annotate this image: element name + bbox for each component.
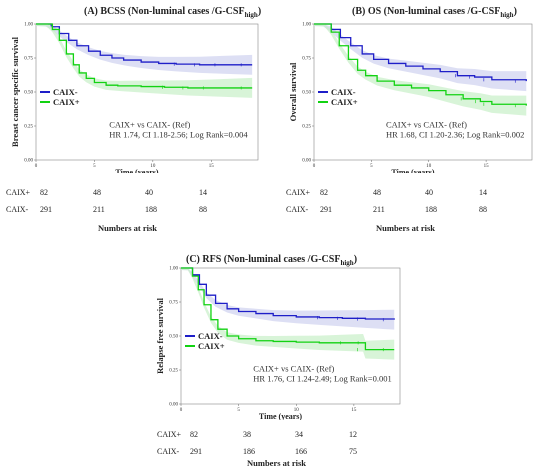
risk-value: 88 — [479, 205, 487, 214]
risk-value: 75 — [349, 447, 357, 456]
survival-curve-caixneg — [314, 23, 527, 82]
risk-value: 82 — [320, 188, 328, 197]
risk-value: 48 — [93, 188, 101, 197]
km-plot-c: 0.00 0.25 0.50 0.75 1.00 0 5 10 15 Relapse free s… — [155, 267, 401, 420]
y-tick-label: 0.00 — [169, 403, 178, 408]
x-tick-label: 5 — [370, 164, 373, 169]
x-tick-label: 0 — [180, 408, 183, 413]
x-tick-label: 15 — [351, 408, 357, 413]
y-tick-label: 0.00 — [302, 159, 311, 164]
x-tick-label: 10 — [426, 164, 432, 169]
x-tick-label: 0 — [35, 164, 38, 169]
ci-band-caixpos — [36, 24, 253, 98]
y-tick-label: 0.50 — [24, 91, 33, 96]
chart-title-b: (B) OS (Non-luminal cases /G-CSFhigh) — [352, 6, 517, 19]
x-tick-label: 5 — [237, 408, 240, 413]
risk-value: 188 — [425, 205, 437, 214]
y-tick-label: 1.00 — [302, 23, 311, 28]
km-plot-a: 0.00 0.25 0.50 0.75 1.00 0 5 10 15 Breast cancer … — [10, 23, 259, 173]
y-tick-label: 0.75 — [169, 301, 178, 306]
y-tick-label: 1.00 — [24, 23, 33, 28]
y-tick-label: 0.00 — [24, 159, 33, 164]
y-tick-label: 0.25 — [302, 125, 311, 130]
x-tick-label: 0 — [313, 164, 316, 169]
risk-value: 188 — [145, 205, 157, 214]
risk-value: 40 — [145, 188, 153, 197]
risk-value: 12 — [349, 430, 357, 439]
risk-value: 40 — [425, 188, 433, 197]
risk-value: 82 — [40, 188, 48, 197]
stats-annotation: HR 1.74, CI 1.18-2.56; Log Rank=0.004 — [109, 129, 248, 139]
risk-row-label: CAIX- — [157, 447, 180, 456]
risk-value: 211 — [93, 205, 105, 214]
risk-title-b: Numbers at risk — [376, 223, 436, 233]
risk-value: 14 — [199, 188, 207, 197]
y-axis-label: Relapse free survival — [155, 297, 165, 373]
legend-label: CAIX+ — [331, 97, 358, 107]
y-tick-label: 0.25 — [24, 125, 33, 130]
risk-value: 14 — [479, 188, 487, 197]
stats-annotation: CAIX+ vs CAIX- (Ref) — [386, 119, 467, 129]
risk-value: 291 — [40, 205, 52, 214]
legend-label: CAIX- — [198, 331, 223, 341]
x-tick-label: 15 — [484, 164, 490, 169]
risk-value: 186 — [243, 447, 255, 456]
chart-title-a: (A) BCSS (Non-luminal cases /G-CSFhigh) — [84, 6, 262, 19]
x-tick-label: 5 — [93, 164, 96, 169]
stats-annotation: CAIX+ vs CAIX- (Ref) — [109, 119, 190, 129]
risk-value: 166 — [295, 447, 307, 456]
stats-annotation: HR 1.76, CI 1.24-2.49; Log Rank=0.001 — [253, 373, 391, 383]
x-axis-label: Time (years) — [115, 168, 159, 173]
x-tick-label: 10 — [150, 164, 156, 169]
risk-value: 291 — [320, 205, 332, 214]
y-tick-label: 0.25 — [169, 369, 178, 374]
risk-value: 88 — [199, 205, 207, 214]
ci-band-caixpos — [181, 268, 395, 360]
y-tick-label: 1.00 — [169, 267, 178, 272]
x-axis-label: Time (years) — [259, 412, 303, 420]
y-axis-label: Overall survival — [288, 62, 298, 121]
risk-table-c: CAIX+ 82 38 34 12 CAIX- 291 186 166 75 — [150, 430, 420, 460]
ci-band-caixpos — [314, 24, 527, 116]
y-tick-label: 0.75 — [302, 57, 311, 62]
y-tick-label: 0.50 — [302, 91, 311, 96]
ci-band-caixneg — [314, 24, 527, 92]
risk-row-label: CAIX- — [286, 205, 309, 214]
legend-label: CAIX+ — [198, 341, 225, 351]
risk-value: 82 — [190, 430, 198, 439]
risk-value: 34 — [295, 430, 303, 439]
risk-table-a: CAIX+ 82 48 40 14 CAIX- 291 211 188 88 — [0, 188, 275, 233]
survival-curve-caixpos — [181, 267, 395, 351]
survival-curve-caixpos — [314, 23, 527, 106]
stats-annotation: CAIX+ vs CAIX- (Ref) — [253, 363, 334, 373]
risk-value: 48 — [373, 188, 381, 197]
risk-value: 211 — [373, 205, 385, 214]
risk-value: 38 — [243, 430, 251, 439]
stats-annotation: HR 1.68, CI 1.20-2.36; Log Rank=0.002 — [386, 129, 524, 139]
ci-band-caixneg — [36, 24, 253, 75]
x-tick-label: 15 — [209, 164, 215, 169]
risk-row-label: CAIX+ — [286, 188, 311, 197]
risk-value: 291 — [190, 447, 202, 456]
survival-curve-caixpos — [36, 23, 253, 89]
chart-title-c: (C) RFS (Non-luminal cases /G-CSFhigh) — [186, 254, 358, 267]
risk-title-c: Numbers at risk — [247, 458, 307, 468]
x-tick-label: 10 — [294, 408, 300, 413]
risk-row-label: CAIX+ — [6, 188, 31, 197]
ci-band-caixneg — [181, 268, 395, 330]
legend-label: CAIX- — [331, 87, 356, 97]
risk-title-a: Numbers at risk — [98, 223, 158, 233]
survival-curve-caixneg — [181, 267, 395, 320]
risk-row-label: CAIX- — [6, 205, 29, 214]
y-tick-label: 0.75 — [24, 57, 33, 62]
risk-table-b: CAIX+ 82 48 40 14 CAIX- 291 211 188 88 — [280, 188, 550, 233]
x-axis-label: Time (years) — [391, 168, 435, 173]
legend-label: CAIX+ — [53, 97, 80, 107]
risk-row-label: CAIX+ — [157, 430, 182, 439]
y-tick-label: 0.50 — [169, 335, 178, 340]
km-plot-b: 0.00 0.25 0.50 0.75 1.00 0 5 10 15 Overall surviv… — [288, 23, 533, 173]
legend-label: CAIX- — [53, 87, 78, 97]
y-axis-label: Breast cancer specific survival — [10, 36, 20, 147]
